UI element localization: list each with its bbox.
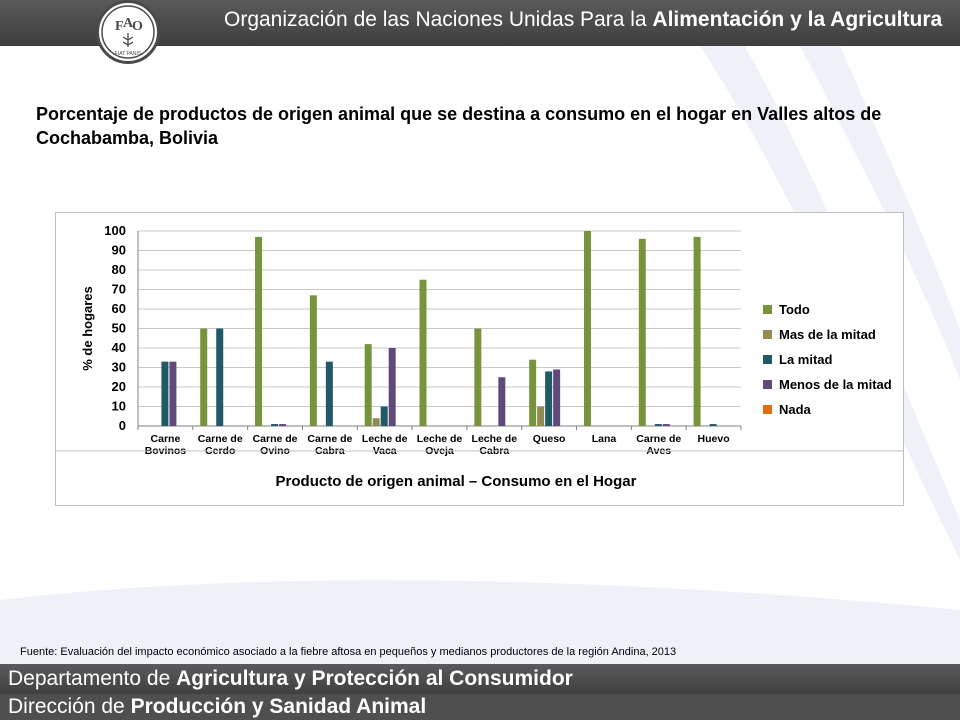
bar — [372, 418, 380, 426]
bar — [388, 348, 396, 426]
x-tick-label: Carne de — [307, 433, 352, 445]
legend-label: Menos de la mitad — [779, 377, 892, 392]
bar — [309, 295, 317, 426]
footer-department: Departamento de Agricultura y Protección… — [0, 664, 960, 694]
x-tick-label: Leche de — [362, 433, 408, 445]
fao-logo: F A O FIAT PANIS — [96, 0, 160, 64]
bar — [200, 328, 208, 426]
logo-letter-o: O — [132, 19, 143, 34]
y-tick-label: 10 — [112, 399, 126, 414]
bar — [271, 424, 279, 426]
y-tick-label: 80 — [112, 262, 126, 277]
y-tick-label: 40 — [112, 340, 126, 355]
y-tick-label: 20 — [112, 379, 126, 394]
bar — [325, 361, 333, 426]
bar — [638, 238, 646, 426]
y-tick-label: 0 — [119, 418, 126, 433]
bar — [545, 371, 553, 426]
legend-swatch — [763, 380, 772, 389]
bar — [161, 361, 169, 426]
x-tick-label: Carne de — [198, 433, 243, 445]
bar — [364, 344, 372, 426]
legend-swatch — [763, 405, 772, 414]
legend-label: Nada — [779, 402, 812, 417]
legend-label: La mitad — [779, 352, 833, 367]
y-tick-label: 70 — [112, 282, 126, 297]
bar — [537, 406, 545, 426]
bar-chart: 0102030405060708090100CarneBovinosCarne … — [56, 223, 903, 490]
bar — [529, 359, 537, 426]
y-tick-label: 50 — [112, 321, 126, 336]
x-tick-label: Lana — [592, 433, 617, 445]
y-tick-label: 30 — [112, 360, 126, 375]
bar — [693, 236, 701, 426]
x-axis-label: Producto de origen animal – Consumo en e… — [276, 473, 637, 490]
x-tick-label: Huevo — [698, 433, 730, 445]
bar — [583, 231, 591, 426]
legend-swatch — [763, 330, 772, 339]
logo-letter-f: F — [115, 19, 124, 34]
header-bar: Organización de las Naciones Unidas Para… — [0, 0, 960, 46]
bar — [498, 377, 506, 426]
x-tick-label: Leche de — [417, 433, 463, 445]
y-tick-label: 90 — [112, 243, 126, 258]
bar — [279, 424, 287, 426]
bar — [169, 361, 177, 426]
footer-direction: Dirección de Producción y Sanidad Animal — [0, 694, 960, 720]
x-tick-label: Carne de — [636, 433, 681, 445]
logo-motto: FIAT PANIS — [115, 51, 142, 57]
chart-container: 0 10 20 30 40 50 60 70 80 90 100 Carne Bovinos Carne … — [55, 212, 904, 506]
y-axis-label: % de hogares — [80, 286, 95, 371]
bar — [419, 279, 427, 426]
legend-swatch — [763, 305, 772, 314]
x-tick-label: Leche de — [472, 433, 518, 445]
legend-label: Todo — [779, 302, 810, 317]
bar — [255, 236, 263, 426]
bar — [654, 424, 662, 426]
logo-letter-a: A — [123, 16, 134, 31]
bar — [216, 328, 224, 426]
legend-label: Mas de la mitad — [779, 327, 876, 342]
bar — [474, 328, 482, 426]
bar — [662, 424, 670, 426]
slide-title: Porcentaje de productos de origen animal… — [36, 104, 882, 148]
bar — [709, 424, 717, 426]
source-note: Fuente: Evaluación del impacto económico… — [20, 646, 677, 658]
x-tick-label: Queso — [533, 433, 566, 445]
x-tick-label: Carne de — [253, 433, 298, 445]
bar — [380, 406, 388, 426]
x-tick-label: Carne — [151, 433, 181, 445]
y-tick-label: 100 — [104, 223, 126, 238]
y-tick-label: 60 — [112, 301, 126, 316]
legend-swatch — [763, 355, 772, 364]
bar — [553, 369, 561, 426]
organization-title: Organización de las Naciones Unidas Para… — [224, 8, 943, 31]
